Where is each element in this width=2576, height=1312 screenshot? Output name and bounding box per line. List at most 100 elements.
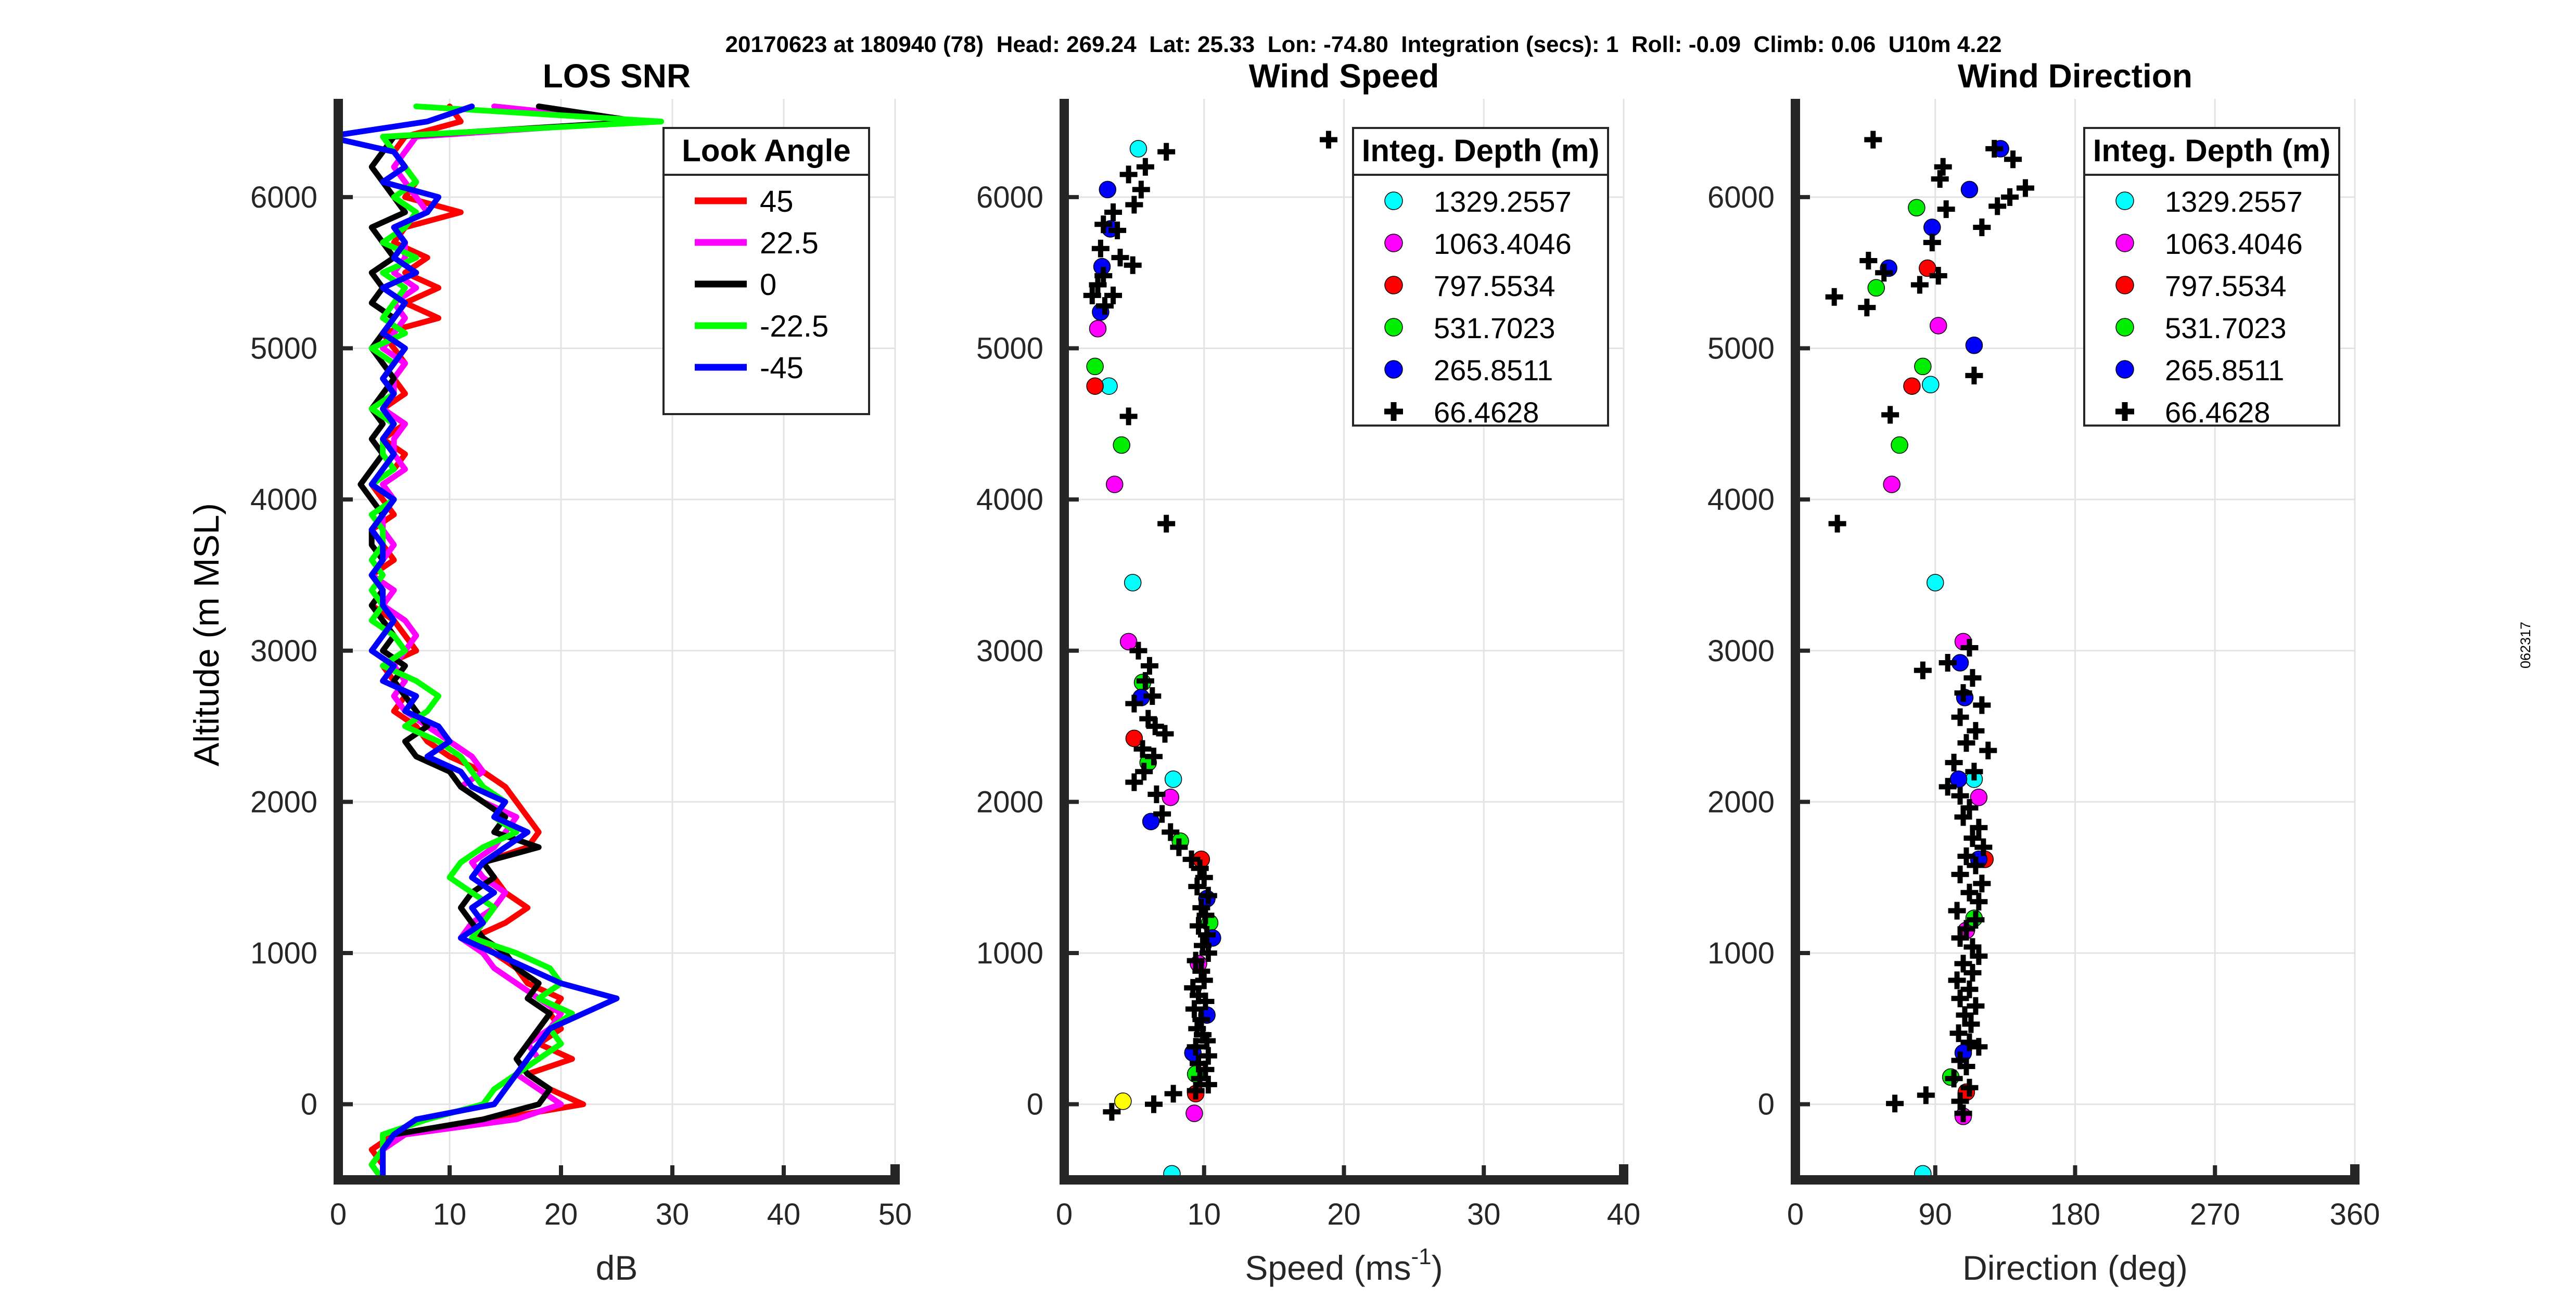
point-plus bbox=[1973, 696, 1991, 714]
x-tick-label: 10 bbox=[1187, 1198, 1221, 1231]
point-circle bbox=[1099, 181, 1117, 199]
point-plus bbox=[1951, 708, 1969, 726]
legend-entry-label: 66.4628 bbox=[2165, 396, 2270, 429]
x-axis-label: Speed (ms-1) bbox=[1245, 1244, 1443, 1287]
legend-title: Integ. Depth (m) bbox=[2093, 133, 2331, 168]
point-plus bbox=[1875, 264, 1893, 282]
point-plus bbox=[1191, 859, 1209, 878]
point-plus bbox=[1954, 808, 1972, 826]
point-circle bbox=[1927, 574, 1944, 591]
point-plus bbox=[1129, 641, 1147, 660]
legend-entry-label: -22.5 bbox=[760, 310, 828, 343]
legend-entry-label: 45 bbox=[760, 185, 794, 218]
point-plus bbox=[1187, 1038, 1205, 1056]
point-plus bbox=[1934, 158, 1952, 176]
point-plus bbox=[1185, 1000, 1203, 1018]
point-plus bbox=[1162, 823, 1180, 841]
header-info-line: 20170623 at 180940 (78) Head: 269.24 Lat… bbox=[725, 32, 2002, 57]
y-tick-label: 6000 bbox=[250, 181, 317, 214]
point-plus bbox=[1136, 158, 1154, 176]
point-circle bbox=[1929, 317, 1947, 335]
legend-entry-label: 531.7023 bbox=[1434, 312, 1555, 344]
point-plus bbox=[1951, 989, 1969, 1008]
point-plus bbox=[1970, 818, 1988, 837]
point-plus bbox=[1939, 778, 1957, 796]
point-plus bbox=[1140, 657, 1158, 675]
x-tick-label: 0 bbox=[330, 1198, 347, 1231]
point-plus bbox=[1132, 181, 1150, 199]
panel-wind-direction: 0 90 180 270 360 0 1000 2000 3000 4000 5000 6000 Win… bbox=[1707, 57, 2380, 1287]
point-plus bbox=[1951, 865, 1969, 883]
point-circle bbox=[1922, 376, 1940, 394]
point-plus bbox=[1125, 773, 1143, 791]
panel-wind-speed: 0 10 20 30 40 0 1000 2000 3000 4000 5000 6000 Wind S… bbox=[976, 57, 1640, 1287]
point-plus bbox=[1979, 741, 1997, 760]
point-circle bbox=[1119, 633, 1138, 651]
point-plus bbox=[1962, 1015, 1980, 1033]
data-layer bbox=[1083, 131, 1337, 1180]
x-axis-label: Direction (deg) bbox=[1962, 1249, 2188, 1287]
point-plus bbox=[1319, 131, 1337, 149]
y-tick-label: 2000 bbox=[1707, 785, 1775, 819]
point-circle bbox=[1891, 436, 1908, 454]
point-plus bbox=[1945, 753, 1963, 771]
point-circle bbox=[1923, 218, 1941, 236]
x-label-superscript: -1 bbox=[1411, 1244, 1432, 1269]
x-tick-label: 0 bbox=[1056, 1198, 1073, 1231]
point-plus bbox=[1199, 944, 1217, 962]
legend-entry-label: -45 bbox=[760, 351, 804, 385]
legend-entry-label: 531.7023 bbox=[2165, 312, 2287, 344]
point-plus bbox=[1199, 1075, 1217, 1094]
legend-swatch-circle bbox=[2115, 234, 2134, 252]
point-plus bbox=[1881, 406, 1899, 424]
legend-entry-label: 1063.4046 bbox=[1434, 227, 1572, 260]
point-plus bbox=[1156, 725, 1174, 743]
point-plus bbox=[2004, 150, 2022, 169]
point-plus bbox=[1970, 1038, 1988, 1056]
data-layer bbox=[1825, 131, 2034, 1180]
point-plus bbox=[1104, 286, 1123, 304]
chart-title: Wind Speed bbox=[1249, 57, 1439, 95]
legend: Look Angle 45 22.5 0 -22.5 -45 bbox=[662, 127, 870, 415]
point-plus bbox=[1929, 267, 1947, 285]
x-tick-label: 20 bbox=[1327, 1198, 1361, 1231]
point-plus bbox=[1188, 878, 1206, 896]
point-plus bbox=[1157, 143, 1176, 161]
point-circle bbox=[1086, 357, 1104, 376]
legend-swatch-circle bbox=[2115, 191, 2134, 210]
y-tick-label: 4000 bbox=[976, 483, 1043, 517]
point-plus bbox=[1967, 856, 1985, 874]
x-tick-label: 40 bbox=[767, 1198, 801, 1231]
x-tick-label: 10 bbox=[433, 1198, 467, 1231]
point-plus bbox=[1965, 763, 1983, 781]
point-plus bbox=[1960, 980, 1979, 998]
point-plus bbox=[1195, 971, 1213, 989]
legend-entry-label: 265.8511 bbox=[1434, 354, 1553, 387]
legend-entry-label: 797.5534 bbox=[2165, 269, 2287, 302]
legend-swatch-circle bbox=[1384, 276, 1403, 294]
legend-entry-label: 1329.2557 bbox=[2165, 185, 2303, 218]
point-plus bbox=[1187, 951, 1205, 970]
point-circle bbox=[1185, 1104, 1203, 1122]
point-plus bbox=[1864, 131, 1882, 149]
point-plus bbox=[1970, 947, 1988, 965]
point-plus bbox=[1954, 684, 1972, 702]
point-circle bbox=[1164, 770, 1182, 788]
point-circle bbox=[1142, 813, 1160, 830]
point-plus bbox=[1945, 1070, 1963, 1088]
legend-swatch-circle bbox=[1384, 191, 1403, 210]
point-plus bbox=[1967, 722, 1985, 740]
legend: Integ. Depth (m) 1329.2557 1063.4046 797.55… bbox=[1352, 127, 1609, 429]
point-plus bbox=[1967, 997, 1985, 1015]
point-circle bbox=[1965, 336, 1983, 354]
point-plus bbox=[1949, 1024, 1968, 1043]
point-circle bbox=[1124, 574, 1142, 591]
point-plus bbox=[1974, 838, 1993, 856]
x-tick-label: 360 bbox=[2330, 1198, 2380, 1231]
x-label-end: ) bbox=[1432, 1249, 1443, 1287]
legend-entry-label: 66.4628 bbox=[1434, 396, 1539, 429]
point-plus bbox=[1198, 1032, 1216, 1050]
point-plus bbox=[1939, 654, 1957, 672]
point-plus bbox=[1951, 1092, 1969, 1110]
